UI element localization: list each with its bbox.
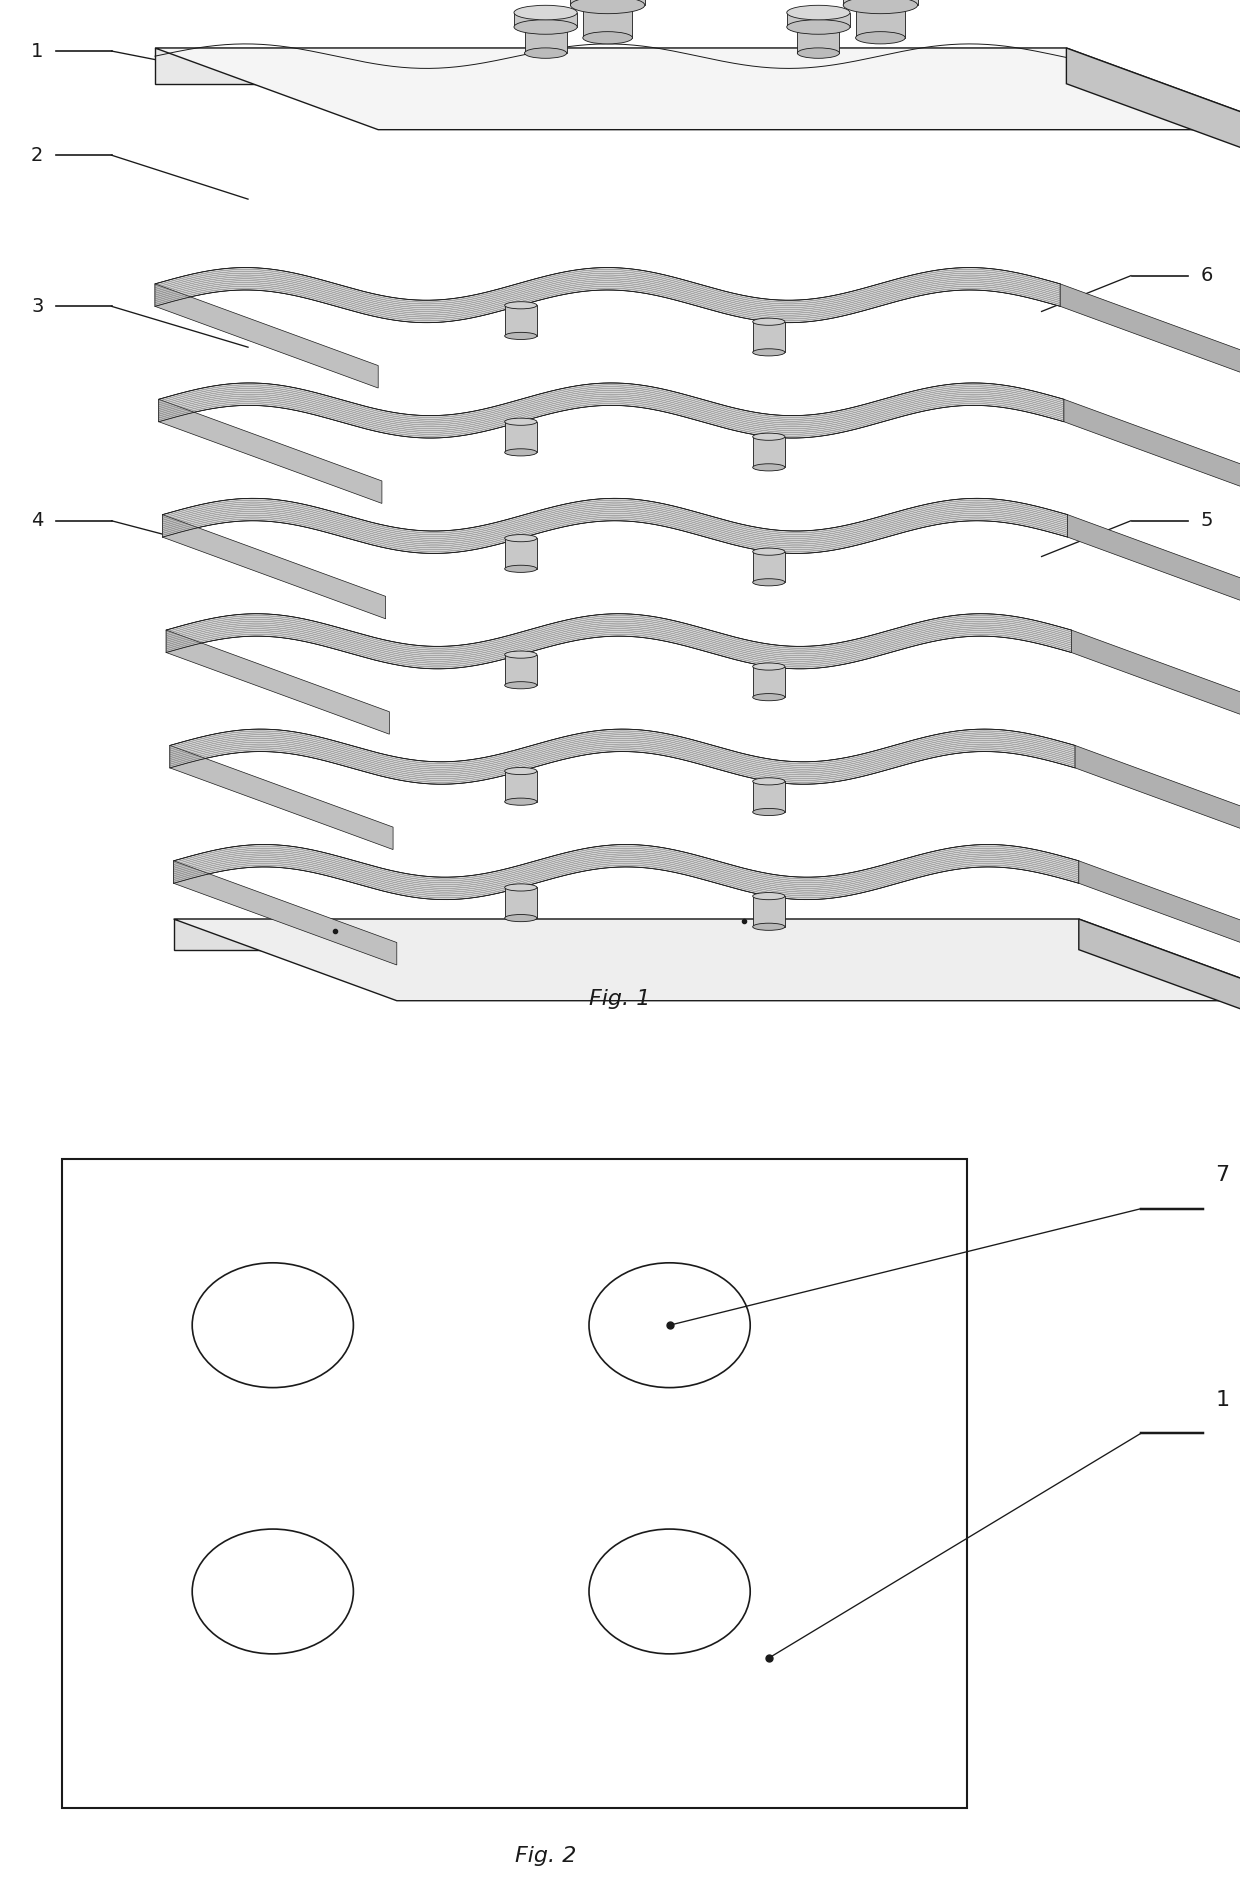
Text: 5: 5 [1200, 511, 1213, 529]
Polygon shape [753, 552, 785, 582]
Text: 7: 7 [1215, 1165, 1229, 1186]
Ellipse shape [753, 318, 785, 325]
Ellipse shape [505, 418, 537, 425]
Ellipse shape [753, 809, 785, 815]
Polygon shape [525, 26, 567, 53]
Polygon shape [583, 6, 632, 38]
Ellipse shape [505, 798, 537, 806]
Polygon shape [1079, 919, 1240, 1031]
Ellipse shape [753, 777, 785, 785]
Text: 1: 1 [31, 42, 43, 61]
Polygon shape [1071, 630, 1240, 734]
Ellipse shape [583, 32, 632, 43]
Ellipse shape [753, 664, 785, 669]
Polygon shape [505, 422, 537, 452]
Ellipse shape [843, 0, 918, 13]
Ellipse shape [753, 548, 785, 556]
Ellipse shape [583, 0, 632, 11]
Ellipse shape [589, 1263, 750, 1388]
Ellipse shape [505, 681, 537, 688]
Polygon shape [159, 399, 382, 503]
Ellipse shape [753, 923, 785, 930]
Ellipse shape [505, 535, 537, 541]
Polygon shape [166, 630, 389, 734]
Polygon shape [159, 384, 1064, 439]
Polygon shape [1075, 745, 1240, 849]
Ellipse shape [797, 23, 839, 32]
Ellipse shape [505, 651, 537, 658]
Polygon shape [787, 13, 851, 26]
Ellipse shape [505, 883, 537, 891]
Polygon shape [843, 0, 918, 6]
Polygon shape [856, 6, 905, 38]
Polygon shape [505, 539, 537, 569]
Bar [62, 1159, 967, 1808]
Polygon shape [505, 304, 537, 337]
Polygon shape [174, 919, 1079, 949]
Polygon shape [170, 745, 393, 849]
Polygon shape [753, 437, 785, 467]
Polygon shape [753, 781, 785, 811]
Polygon shape [155, 267, 1060, 323]
Polygon shape [174, 919, 1240, 1000]
Ellipse shape [515, 19, 578, 34]
Polygon shape [753, 896, 785, 927]
Text: Fig. 2: Fig. 2 [515, 1846, 577, 1866]
Ellipse shape [753, 579, 785, 586]
Text: Fig. 1: Fig. 1 [589, 989, 651, 1010]
Polygon shape [1064, 399, 1240, 503]
Polygon shape [166, 615, 1071, 669]
Polygon shape [1066, 47, 1240, 165]
Ellipse shape [570, 0, 645, 13]
Ellipse shape [525, 23, 567, 32]
Text: 4: 4 [31, 511, 43, 529]
Text: 6: 6 [1200, 267, 1213, 286]
Ellipse shape [505, 333, 537, 340]
Polygon shape [174, 845, 1079, 900]
Polygon shape [170, 730, 1075, 785]
Polygon shape [505, 772, 537, 802]
Polygon shape [505, 887, 537, 919]
Polygon shape [1068, 514, 1240, 618]
Ellipse shape [192, 1530, 353, 1655]
Ellipse shape [753, 433, 785, 441]
Text: 2: 2 [31, 146, 43, 165]
Polygon shape [162, 514, 386, 618]
Ellipse shape [753, 893, 785, 900]
Polygon shape [174, 860, 397, 964]
Text: 3: 3 [31, 297, 43, 316]
Ellipse shape [856, 32, 905, 43]
Ellipse shape [753, 463, 785, 471]
Ellipse shape [505, 565, 537, 573]
Polygon shape [505, 654, 537, 685]
Ellipse shape [856, 0, 905, 11]
Ellipse shape [753, 694, 785, 702]
Polygon shape [753, 666, 785, 698]
Text: 1: 1 [1215, 1390, 1229, 1411]
Ellipse shape [192, 1263, 353, 1388]
Polygon shape [155, 47, 1066, 83]
Polygon shape [155, 47, 1240, 130]
Ellipse shape [787, 6, 851, 21]
Ellipse shape [505, 768, 537, 775]
Polygon shape [162, 499, 1068, 554]
Polygon shape [1079, 860, 1240, 964]
Polygon shape [515, 13, 578, 26]
Ellipse shape [753, 348, 785, 356]
Ellipse shape [589, 1530, 750, 1655]
Polygon shape [570, 0, 645, 6]
Ellipse shape [505, 915, 537, 921]
Polygon shape [155, 284, 378, 388]
Ellipse shape [787, 19, 851, 34]
Ellipse shape [797, 47, 839, 59]
Polygon shape [1060, 284, 1240, 388]
Ellipse shape [505, 303, 537, 308]
Ellipse shape [505, 448, 537, 456]
Polygon shape [753, 321, 785, 352]
Ellipse shape [515, 6, 578, 21]
Ellipse shape [525, 47, 567, 59]
Polygon shape [797, 26, 839, 53]
